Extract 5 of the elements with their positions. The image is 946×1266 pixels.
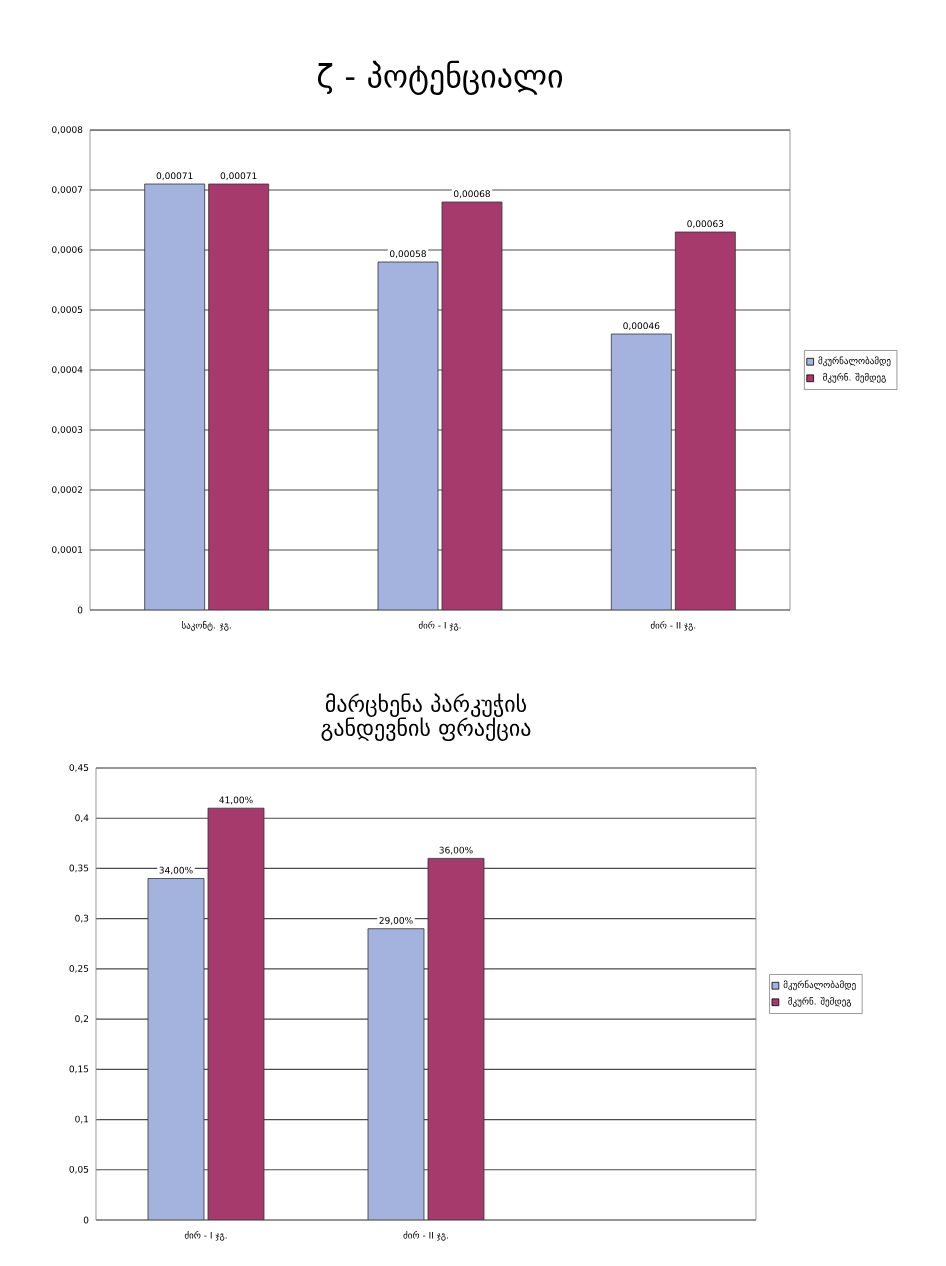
bar (610, 333, 672, 610)
chart-title: ζ - პოტენციალი (318, 60, 563, 95)
chart-title: მარცხენა პარკუჭის განდევნის ფრაქცია (321, 693, 531, 741)
bar (377, 261, 439, 610)
bar (144, 183, 206, 610)
